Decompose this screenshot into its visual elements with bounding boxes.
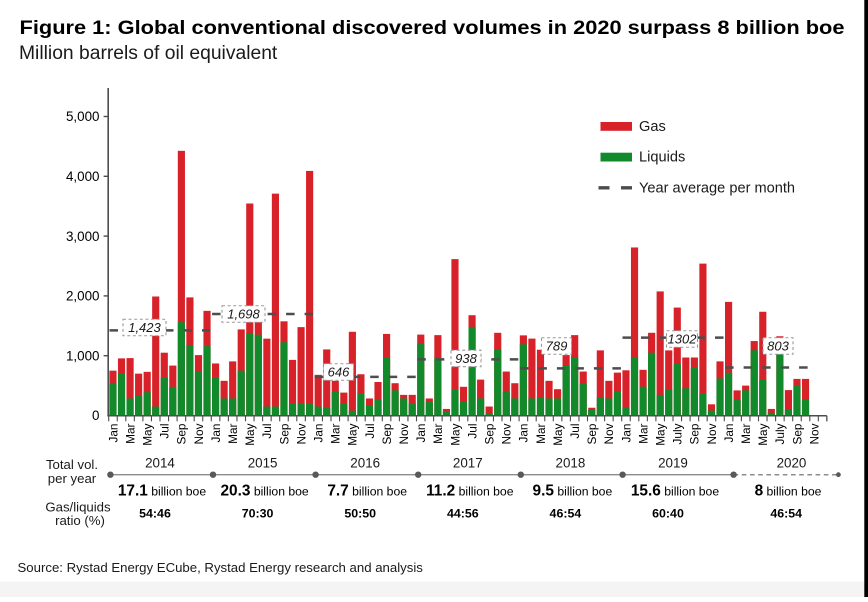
svg-text:Nov: Nov	[602, 423, 616, 444]
svg-text:Source: Rystad Energy ECube, R: Source: Rystad Energy ECube, Rystad Ener…	[18, 560, 424, 575]
svg-text:May: May	[756, 423, 770, 445]
svg-text:Mar: Mar	[534, 423, 548, 443]
svg-text:Nov: Nov	[397, 423, 411, 444]
svg-text:0: 0	[92, 408, 99, 423]
svg-text:Jan: Jan	[106, 424, 120, 443]
svg-text:Jan: Jan	[722, 424, 736, 443]
svg-text:17.1 billion boe: 17.1 billion boe	[118, 483, 206, 500]
svg-text:803: 803	[767, 339, 789, 354]
svg-text:Nov: Nov	[705, 423, 719, 444]
svg-text:Jan: Jan	[209, 424, 223, 443]
svg-text:Nov: Nov	[807, 423, 821, 444]
svg-text:Jul: Jul	[465, 424, 479, 439]
svg-text:15.6 billion boe: 15.6 billion boe	[631, 483, 719, 500]
svg-text:Jan: Jan	[414, 424, 428, 443]
svg-text:3,000: 3,000	[66, 229, 100, 244]
svg-text:Jul: Jul	[158, 424, 172, 439]
svg-text:Gas/liquids: Gas/liquids	[45, 500, 111, 515]
svg-text:2019: 2019	[658, 456, 688, 471]
svg-text:54:46: 54:46	[139, 507, 171, 521]
svg-text:4,000: 4,000	[66, 169, 100, 184]
svg-text:Mar: Mar	[329, 423, 343, 443]
svg-text:Total vol.: Total vol.	[46, 457, 98, 472]
svg-text:Liquids: Liquids	[639, 150, 685, 166]
svg-text:Sep: Sep	[585, 423, 599, 444]
svg-text:8 billion boe: 8 billion boe	[755, 483, 822, 500]
svg-text:46:54: 46:54	[550, 507, 582, 521]
svg-text:5,000: 5,000	[66, 109, 100, 124]
svg-text:2,000: 2,000	[66, 289, 100, 304]
svg-text:Sep: Sep	[790, 423, 804, 444]
svg-text:1,698: 1,698	[227, 307, 260, 322]
svg-text:May: May	[346, 423, 360, 445]
svg-text:2016: 2016	[350, 456, 380, 471]
svg-text:May: May	[551, 423, 565, 445]
svg-text:Year average per month: Year average per month	[639, 180, 795, 196]
svg-text:11.2 billion boe: 11.2 billion boe	[426, 483, 514, 500]
svg-text:20.3 billion boe: 20.3 billion boe	[220, 483, 308, 500]
svg-text:9.5 billion boe: 9.5 billion boe	[533, 483, 613, 500]
svg-text:1,000: 1,000	[66, 348, 100, 363]
svg-text:Jul: Jul	[260, 424, 274, 439]
svg-text:50:50: 50:50	[344, 507, 376, 521]
svg-text:1,423: 1,423	[128, 320, 161, 335]
svg-text:Jan: Jan	[517, 424, 531, 443]
svg-text:Nov: Nov	[192, 423, 206, 444]
svg-text:60:40: 60:40	[652, 507, 684, 521]
svg-text:ratio (%): ratio (%)	[55, 513, 105, 528]
svg-text:2020: 2020	[777, 456, 807, 471]
svg-text:Mar: Mar	[739, 423, 753, 443]
svg-text:May: May	[448, 423, 462, 445]
svg-text:July: July	[773, 423, 787, 444]
svg-text:Jan: Jan	[311, 424, 325, 443]
svg-text:2015: 2015	[248, 456, 278, 471]
svg-text:Sep: Sep	[277, 423, 291, 444]
svg-text:Mar: Mar	[123, 423, 137, 443]
svg-text:44:56: 44:56	[447, 507, 479, 521]
svg-text:July: July	[671, 423, 685, 444]
svg-text:Mar: Mar	[226, 423, 240, 443]
svg-text:Jul: Jul	[363, 424, 377, 439]
svg-text:May: May	[243, 423, 257, 445]
svg-text:Sep: Sep	[688, 423, 702, 444]
svg-text:Sep: Sep	[482, 423, 496, 444]
svg-text:May: May	[140, 423, 154, 445]
svg-text:Gas: Gas	[639, 119, 666, 135]
svg-text:Mar: Mar	[636, 423, 650, 443]
svg-text:Figure 1: Global conventional: Figure 1: Global conventional discovered…	[20, 18, 845, 39]
svg-text:Million barrels of oil equival: Million barrels of oil equivalent	[19, 43, 278, 64]
svg-text:Jul: Jul	[568, 424, 582, 439]
svg-text:per year: per year	[48, 471, 97, 486]
svg-text:2018: 2018	[556, 456, 586, 471]
svg-text:7.7 billion boe: 7.7 billion boe	[327, 483, 407, 500]
svg-text:Nov: Nov	[500, 423, 514, 444]
svg-text:2017: 2017	[453, 456, 483, 471]
svg-text:70:30: 70:30	[242, 507, 274, 521]
svg-text:Mar: Mar	[431, 423, 445, 443]
svg-text:Nov: Nov	[294, 423, 308, 444]
svg-text:Sep: Sep	[380, 423, 394, 444]
svg-text:1302: 1302	[668, 332, 698, 347]
svg-text:938: 938	[455, 351, 477, 366]
svg-text:2014: 2014	[145, 456, 175, 471]
svg-text:46:54: 46:54	[770, 507, 802, 521]
svg-text:Jan: Jan	[619, 424, 633, 443]
svg-text:789: 789	[546, 339, 568, 354]
svg-text:646: 646	[328, 365, 350, 380]
svg-text:Sep: Sep	[175, 423, 189, 444]
svg-text:May: May	[653, 423, 667, 445]
